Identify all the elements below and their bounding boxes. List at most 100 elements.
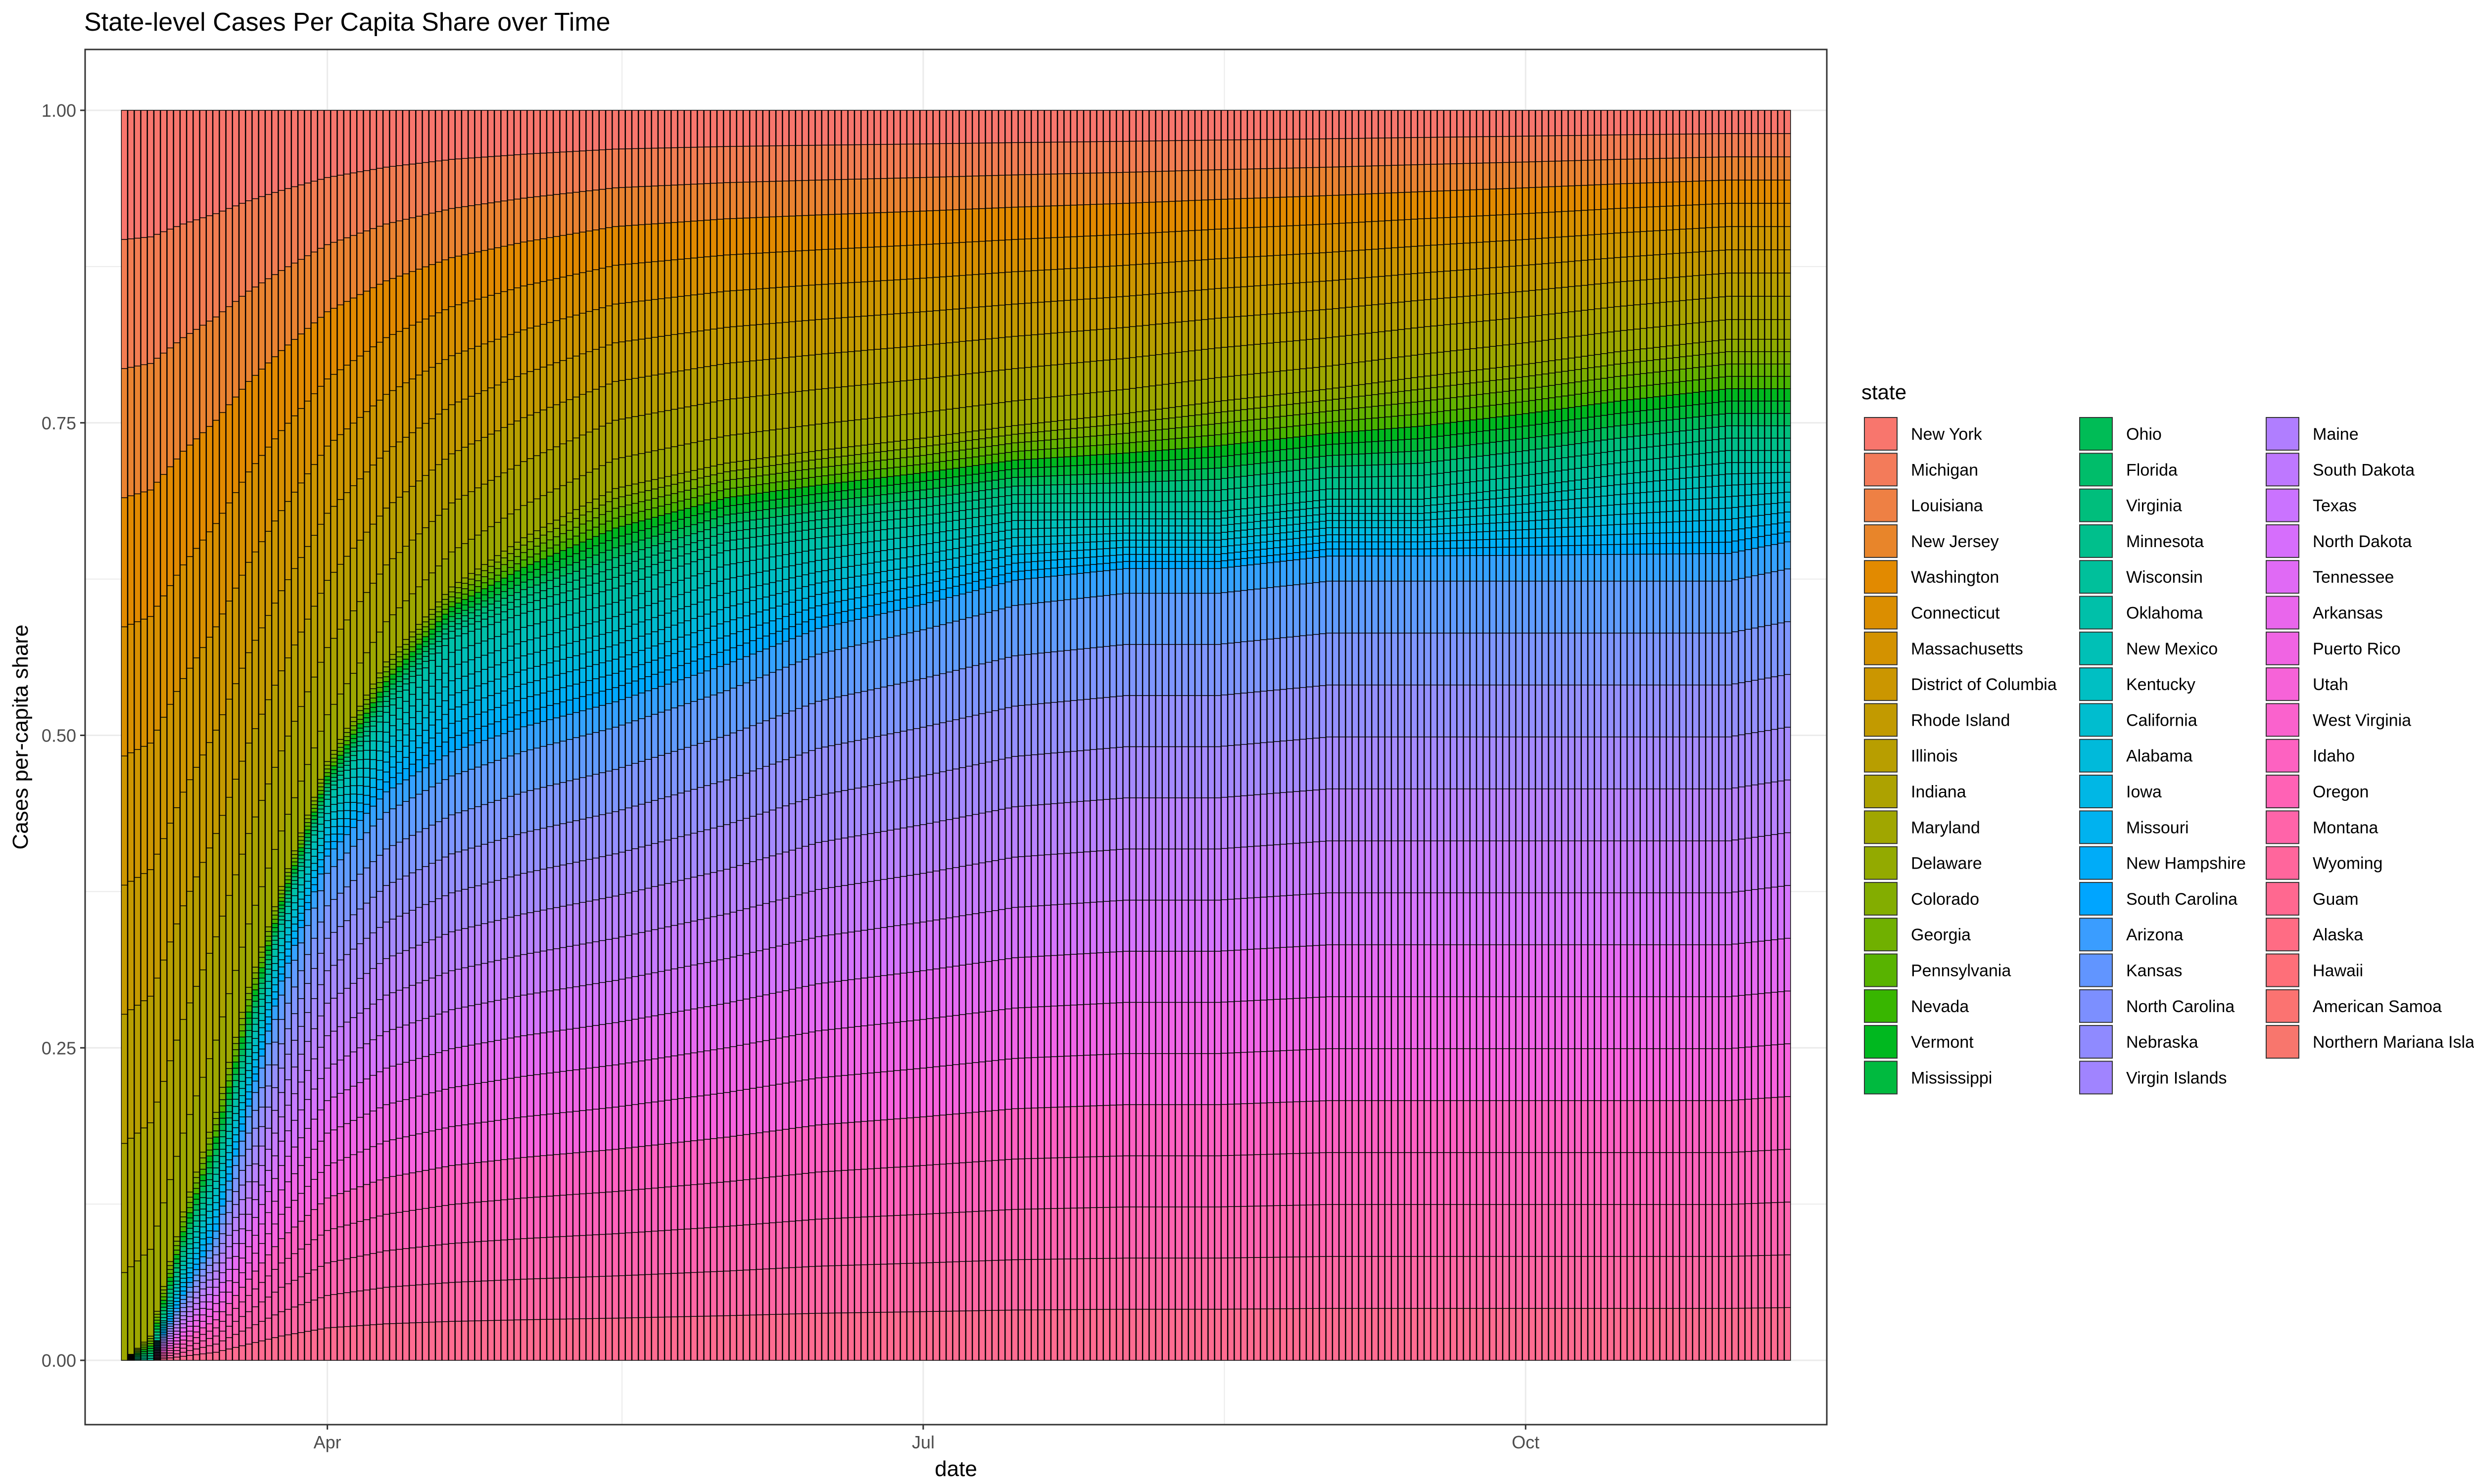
bar-segment xyxy=(514,563,521,571)
bar-segment xyxy=(730,1001,737,1047)
bar-segment xyxy=(671,751,678,795)
bar-segment xyxy=(743,1044,750,1090)
bar-segment xyxy=(566,1318,573,1361)
bar-segment xyxy=(809,144,815,181)
bar-segment xyxy=(599,1318,606,1361)
bar-segment xyxy=(199,1282,206,1290)
bar-segment xyxy=(455,304,462,354)
bar-segment xyxy=(762,483,770,493)
bar-segment xyxy=(252,1199,259,1218)
bar-segment xyxy=(173,1340,181,1345)
bar-segment xyxy=(317,790,325,795)
bar-segment xyxy=(193,657,200,768)
bar-segment xyxy=(605,462,613,493)
bar-segment xyxy=(442,613,449,620)
bar-segment xyxy=(769,569,776,583)
bar-segment xyxy=(520,726,527,752)
bar-segment xyxy=(389,1176,396,1214)
bar-segment xyxy=(716,255,724,292)
bar-segment xyxy=(285,1309,292,1336)
bar-segment xyxy=(180,1256,187,1262)
bar-segment xyxy=(828,457,835,467)
bar-segment xyxy=(782,1036,789,1084)
bar-segment xyxy=(579,1193,586,1236)
bar-segment xyxy=(238,1067,246,1075)
bar-segment xyxy=(730,563,737,578)
bar-segment xyxy=(376,1107,383,1145)
bar-segment xyxy=(730,822,737,868)
bar-segment xyxy=(389,992,396,1030)
bar-segment xyxy=(409,1135,416,1173)
bar-segment xyxy=(638,415,645,454)
bar-segment xyxy=(775,428,783,457)
bar-segment xyxy=(566,556,573,565)
bar-segment xyxy=(736,495,744,505)
bar-segment xyxy=(815,571,822,584)
bar-segment xyxy=(258,1020,266,1028)
bar-segment xyxy=(645,974,652,1018)
bar-segment xyxy=(802,530,809,540)
bar-segment xyxy=(540,558,547,567)
bar-segment xyxy=(612,265,619,305)
bar-segment xyxy=(186,1267,193,1273)
bar-segment xyxy=(579,272,586,314)
bar-segment xyxy=(618,936,625,980)
bar-segment xyxy=(317,786,325,791)
bar-segment xyxy=(723,399,730,436)
bar-segment xyxy=(494,384,501,431)
bar-segment xyxy=(769,620,776,634)
bar-segment xyxy=(226,306,233,405)
bar-segment xyxy=(271,603,279,686)
bar-segment xyxy=(658,562,665,573)
bar-segment xyxy=(193,1326,200,1333)
bar-segment xyxy=(821,1265,829,1314)
bar-segment xyxy=(546,110,554,153)
bar-segment xyxy=(271,910,279,916)
bar-segment xyxy=(409,985,416,1023)
bar-segment xyxy=(605,618,613,633)
bar-segment xyxy=(265,926,272,932)
bar-segment xyxy=(795,661,803,709)
bar-segment xyxy=(409,1322,416,1361)
bar-segment xyxy=(723,780,730,825)
bar-segment xyxy=(173,1241,181,1246)
bar-segment xyxy=(173,1314,181,1319)
bar-segment xyxy=(481,1121,488,1162)
bar-segment xyxy=(212,1124,220,1131)
bar-segment xyxy=(756,475,763,485)
bar-segment xyxy=(802,1173,809,1221)
bar-segment xyxy=(167,1285,174,1290)
bar-segment xyxy=(396,497,403,553)
bar-segment xyxy=(730,867,737,913)
bar-segment xyxy=(560,533,567,543)
bar-segment xyxy=(481,437,488,485)
bar-segment xyxy=(173,342,181,460)
bar-segment xyxy=(226,1074,233,1081)
bar-segment xyxy=(428,644,436,649)
bar-segment xyxy=(520,559,527,568)
bar-segment xyxy=(455,598,462,603)
bar-segment xyxy=(238,1316,246,1332)
bar-segment xyxy=(468,396,475,445)
bar-segment xyxy=(435,110,442,162)
bar-segment xyxy=(848,446,855,456)
bar-segment xyxy=(271,944,279,950)
bar-segment xyxy=(730,1046,737,1092)
bar-segment xyxy=(435,759,442,784)
bar-segment xyxy=(710,510,717,519)
bar-segment xyxy=(860,531,868,543)
bar-segment xyxy=(704,696,711,742)
bar-segment xyxy=(612,567,619,578)
bar-segment xyxy=(835,517,842,527)
bar-segment xyxy=(389,664,396,670)
bar-segment xyxy=(821,466,829,476)
bar-segment xyxy=(631,1189,639,1233)
bar-segment xyxy=(592,1318,599,1361)
bar-segment xyxy=(704,1183,711,1228)
bar-segment xyxy=(579,625,586,640)
bar-segment xyxy=(730,549,737,564)
bar-segment xyxy=(769,534,776,545)
bar-segment xyxy=(376,1215,383,1252)
date-bar xyxy=(835,110,842,1361)
bar-segment xyxy=(481,1082,488,1123)
